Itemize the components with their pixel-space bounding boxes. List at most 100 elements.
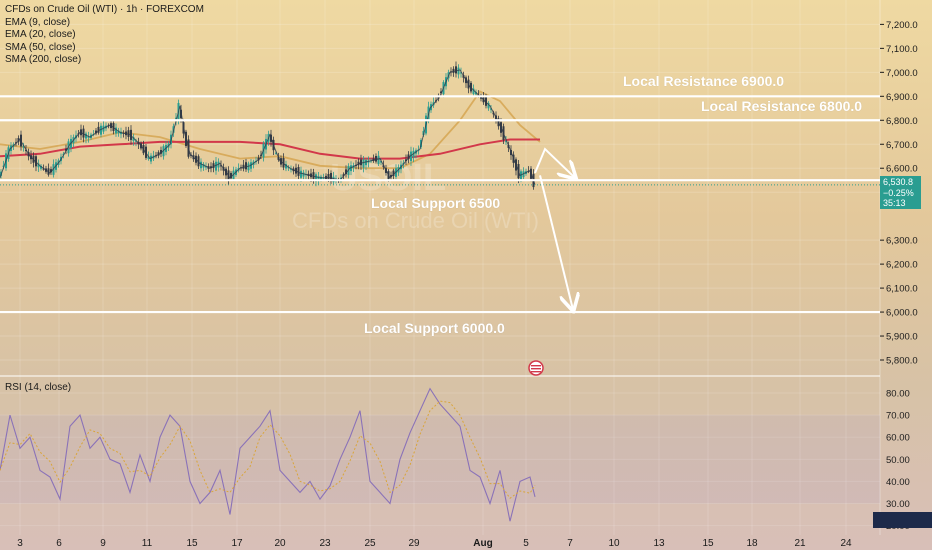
candle-body (22, 145, 25, 148)
rsi-line (0, 387, 536, 522)
time-tick-label: 23 (319, 538, 331, 549)
candle-body (285, 164, 287, 169)
candle-body (362, 159, 365, 168)
price-tick-label: 5,900.0 (886, 332, 918, 343)
price-tick-label: 6,300.0 (886, 236, 918, 247)
time-tick-label: 20 (274, 538, 286, 549)
legend-symbol[interactable]: CFDs on Crude Oil (WTI) · 1h · FOREXCOM (5, 4, 204, 15)
candle-body (407, 154, 410, 160)
candle-body (212, 163, 215, 169)
candle-body (82, 128, 85, 138)
candle-body (460, 72, 462, 74)
time-tick-label: 29 (408, 538, 420, 549)
candle-body (322, 177, 325, 179)
label-support-6500: Local Support 6500 (371, 195, 501, 211)
candle-body (247, 163, 250, 171)
candle-body (377, 155, 380, 165)
candle-body (230, 173, 232, 179)
time-tick-label: 24 (840, 538, 852, 549)
rsi-ma-line (0, 400, 536, 500)
price-tick-label: 6,600.0 (886, 164, 918, 175)
price-tick-label: 6,200.0 (886, 260, 918, 271)
current-price-box: 6,530.8 −0.25% 35:13 (880, 176, 921, 209)
legend-sma200[interactable]: SMA (200, close) (5, 54, 82, 65)
time-tick-label: 25 (364, 538, 376, 549)
candle-body (157, 152, 160, 156)
candle-body (357, 161, 360, 166)
candle-body (440, 91, 442, 94)
current-price: 6,530.8 (883, 177, 914, 187)
event-flag-icon[interactable] (526, 360, 546, 376)
candle-body (475, 92, 477, 95)
price-tick-label: 6,100.0 (886, 284, 918, 295)
candle-body (95, 130, 97, 134)
candle-body (312, 172, 315, 179)
candle-body (135, 140, 137, 142)
candle-body (130, 129, 132, 140)
price-tick-label: 5,800.0 (886, 356, 918, 367)
time-tick-label: 5 (523, 538, 529, 549)
candle-body (117, 130, 120, 134)
label-resistance-6900: Local Resistance 6900.0 (623, 73, 785, 89)
candle-body (275, 152, 277, 154)
price-change: −0.25% (883, 187, 914, 198)
time-tick-label: 17 (231, 538, 243, 549)
candle-body (520, 171, 522, 181)
candle-body (360, 159, 362, 166)
legend-sma50[interactable]: SMA (50, close) (5, 41, 76, 53)
timezone-badge[interactable] (873, 512, 932, 528)
candle-body (112, 123, 115, 131)
rsi-tick-label: 50.00 (886, 455, 910, 466)
price-tick-label: 7,200.0 (886, 20, 918, 31)
time-tick-label: 10 (608, 538, 620, 549)
candle-body (300, 170, 302, 178)
candle-body (505, 140, 507, 142)
time-tick-label: 7 (567, 538, 573, 549)
candle-body (290, 168, 292, 170)
legend-ema9[interactable]: EMA (9, close) (5, 16, 71, 28)
candle-body (282, 158, 285, 168)
candle-body (100, 125, 102, 135)
rsi-tick-label: 40.00 (886, 477, 910, 488)
candle-body (327, 173, 330, 181)
label-resistance-6800: Local Resistance 6800.0 (701, 98, 863, 114)
legend-ema20[interactable]: EMA (20, close) (5, 29, 76, 40)
candle-body (297, 167, 300, 176)
candle-body (85, 133, 87, 139)
candle-body (457, 67, 460, 75)
candle-body (365, 159, 367, 166)
candle-body (65, 148, 67, 151)
label-support-6000: Local Support 6000.0 (364, 320, 505, 336)
candle-body (345, 169, 347, 175)
price-tick-label: 6,900.0 (886, 92, 918, 103)
candle-body (257, 157, 260, 161)
rsi-legend[interactable]: RSI (14, close) (5, 382, 72, 393)
sma200-line (0, 138, 540, 160)
candle-body (342, 174, 345, 176)
candle-body (97, 126, 100, 133)
candle-body (392, 170, 395, 176)
candle-body (115, 127, 117, 134)
time-tick-label: 11 (142, 538, 153, 549)
bounce-arrow (534, 147, 575, 178)
candle-body (205, 166, 207, 168)
candle-body (242, 164, 245, 169)
candle-body (37, 163, 40, 168)
price-tick-label: 6,000.0 (886, 308, 918, 319)
time-tick-label: 18 (746, 538, 758, 549)
time-tick-label: 13 (653, 538, 665, 549)
candle-body (17, 138, 20, 142)
price-tick-label: 7,000.0 (886, 68, 918, 79)
candle-body (202, 164, 205, 168)
time-tick-label: 15 (186, 538, 198, 549)
price-tick-label: 6,800.0 (886, 116, 918, 127)
candle-body (302, 172, 305, 177)
candle-body (330, 173, 332, 182)
candle-body (160, 150, 162, 154)
time-tick-label: 9 (100, 538, 106, 549)
candle-body (42, 168, 45, 170)
candle-body (410, 151, 412, 162)
candle-body (50, 169, 52, 173)
candle-body (200, 161, 202, 169)
